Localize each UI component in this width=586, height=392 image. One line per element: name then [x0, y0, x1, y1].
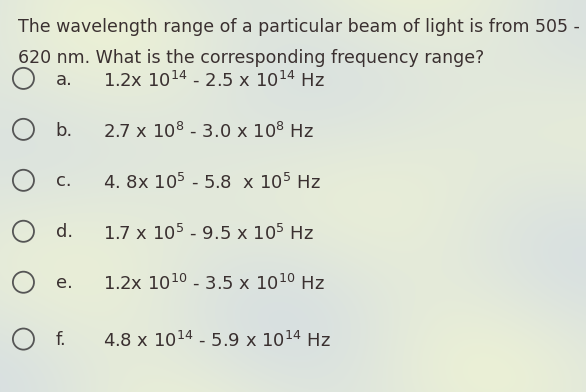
Text: d.: d.	[56, 223, 73, 241]
Text: 1.2x 10$^{14}$ - 2.5 x 10$^{14}$ Hz: 1.2x 10$^{14}$ - 2.5 x 10$^{14}$ Hz	[103, 71, 324, 91]
Text: 620 nm. What is the corresponding frequency range?: 620 nm. What is the corresponding freque…	[18, 49, 484, 67]
Text: 1.2x 10$^{10}$ - 3.5 x 10$^{10}$ Hz: 1.2x 10$^{10}$ - 3.5 x 10$^{10}$ Hz	[103, 274, 324, 294]
Text: 1.7 x 10$^{5}$ - 9.5 x 10$^{5}$ Hz: 1.7 x 10$^{5}$ - 9.5 x 10$^{5}$ Hz	[103, 223, 314, 243]
Text: 2.7 x 10$^{8}$ - 3.0 x 10$^{8}$ Hz: 2.7 x 10$^{8}$ - 3.0 x 10$^{8}$ Hz	[103, 122, 314, 142]
Text: c.: c.	[56, 172, 71, 191]
Text: a.: a.	[56, 71, 73, 89]
Text: e.: e.	[56, 274, 73, 292]
Text: The wavelength range of a particular beam of light is from 505 -: The wavelength range of a particular bea…	[18, 18, 580, 36]
Text: 4.8 x 10$^{14}$ - 5.9 x 10$^{14}$ Hz: 4.8 x 10$^{14}$ - 5.9 x 10$^{14}$ Hz	[103, 331, 331, 351]
Text: f.: f.	[56, 331, 66, 349]
Text: 4. 8x 10$^{5}$ - 5.8  x 10$^{5}$ Hz: 4. 8x 10$^{5}$ - 5.8 x 10$^{5}$ Hz	[103, 172, 320, 192]
Text: b.: b.	[56, 122, 73, 140]
